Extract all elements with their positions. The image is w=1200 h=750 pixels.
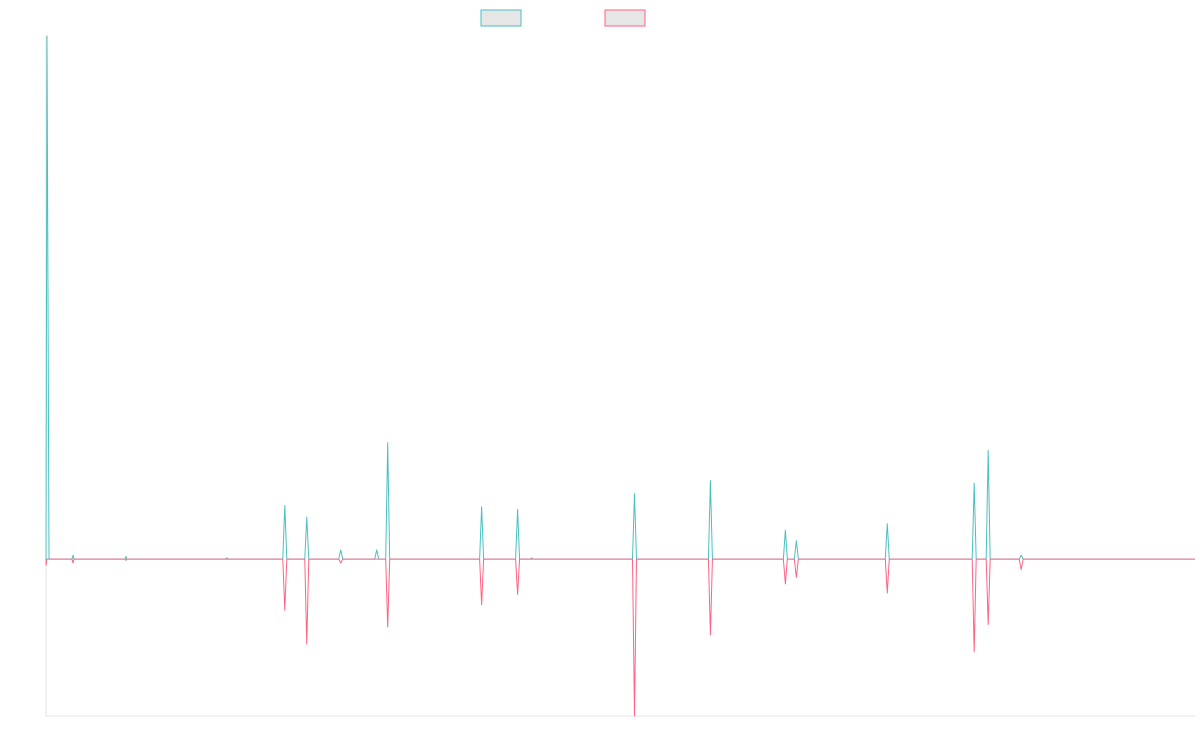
legend-swatch-1	[480, 9, 522, 27]
legend-swatch-2	[604, 9, 646, 27]
series-line-1	[45, 35, 1195, 566]
legend-item-1[interactable]	[480, 9, 522, 27]
legend	[480, 9, 646, 27]
axes	[45, 36, 1195, 717]
series-group	[45, 35, 1195, 717]
series-line-2	[45, 558, 1195, 717]
legend-item-2[interactable]	[604, 9, 646, 27]
